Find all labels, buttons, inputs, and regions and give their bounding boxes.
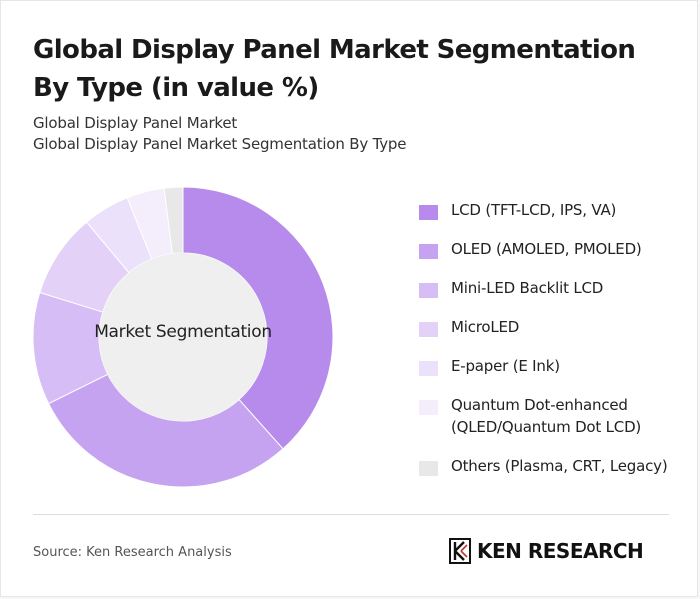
legend-label: Mini-LED Backlit LCD bbox=[451, 279, 604, 297]
legend-swatch bbox=[419, 361, 438, 376]
footer-divider bbox=[33, 514, 669, 515]
legend-label: Others (Plasma, CRT, Legacy) bbox=[451, 457, 668, 475]
legend-label: Quantum Dot-enhanced (QLED/Quantum Dot L… bbox=[451, 396, 642, 436]
donut-hole bbox=[99, 253, 267, 421]
legend-label: MicroLED bbox=[451, 318, 520, 336]
source-note: Source: Ken Research Analysis bbox=[33, 545, 232, 560]
legend-item: E-paper (E Ink) bbox=[419, 355, 689, 377]
legend-item: MicroLED bbox=[419, 316, 689, 338]
donut-center-label: Market Segmentation bbox=[94, 322, 272, 342]
legend-item: OLED (AMOLED, PMOLED) bbox=[419, 238, 689, 260]
legend-label: LCD (TFT-LCD, IPS, VA) bbox=[451, 201, 617, 219]
legend-swatch bbox=[419, 244, 438, 259]
legend-item: LCD (TFT-LCD, IPS, VA) bbox=[419, 199, 689, 221]
chart-subtitle-secondary: Global Display Panel Market Segmentation… bbox=[33, 135, 407, 153]
donut-chart bbox=[32, 186, 334, 488]
legend-swatch bbox=[419, 322, 438, 337]
chart-title: Global Display Panel Market Segmentation… bbox=[33, 35, 636, 103]
legend-label: OLED (AMOLED, PMOLED) bbox=[451, 240, 642, 258]
legend-item: Mini-LED Backlit LCD bbox=[419, 277, 689, 299]
ken-research-logo-icon bbox=[449, 538, 471, 564]
chart-legend: LCD (TFT-LCD, IPS, VA) OLED (AMOLED, PMOL… bbox=[419, 199, 689, 494]
legend-swatch bbox=[419, 461, 438, 476]
legend-label: E-paper (E Ink) bbox=[451, 357, 560, 375]
legend-swatch bbox=[419, 283, 438, 298]
ken-research-logo: KEN RESEARCH bbox=[449, 538, 644, 564]
legend-swatch bbox=[419, 400, 438, 415]
legend-item: Others (Plasma, CRT, Legacy) bbox=[419, 455, 689, 477]
legend-item: Quantum Dot-enhanced (QLED/Quantum Dot L… bbox=[419, 394, 689, 438]
brand-name: KEN RESEARCH bbox=[477, 539, 644, 563]
chart-subtitle: Global Display Panel Market bbox=[33, 114, 238, 132]
legend-swatch bbox=[419, 205, 438, 220]
